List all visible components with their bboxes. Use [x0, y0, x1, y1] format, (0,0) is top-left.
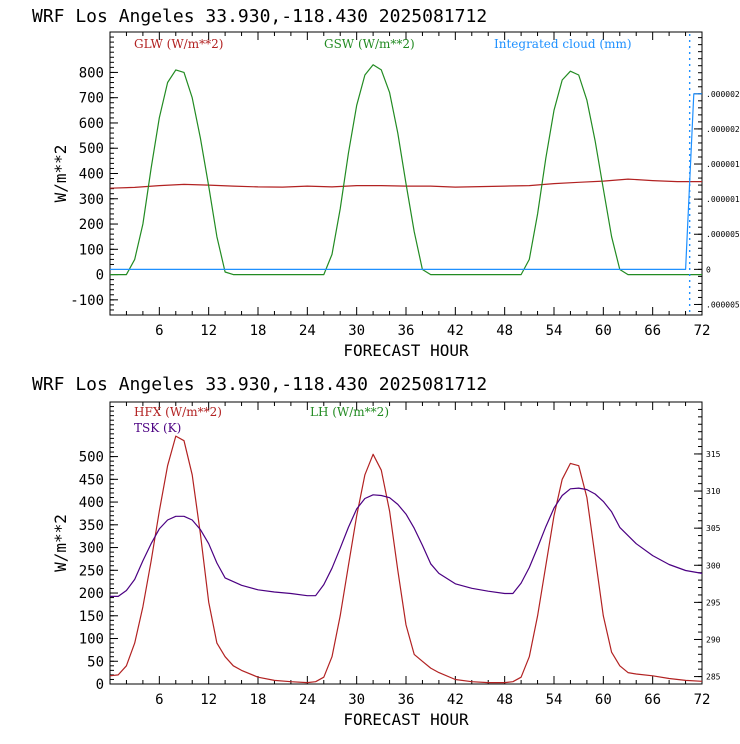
- panel1-y-tick-label: 700: [79, 91, 104, 107]
- panel2-chart-title: WRF Los Angeles 33.930,-118.430 20250817…: [32, 374, 487, 395]
- panel1-y2-tick-label: .000005: [706, 300, 740, 309]
- panel2-y-tick-label: 350: [79, 518, 104, 534]
- panel1-y-tick-label: 400: [79, 167, 104, 183]
- panel1-legend-entry: GSW (W/m**2): [324, 37, 415, 51]
- panel2-x-tick-label: 72: [694, 692, 711, 708]
- panel1-plot-frame: [109, 31, 703, 316]
- panel1-x-tick-label: 54: [546, 323, 563, 339]
- panel1-y-axis-label: W/m**2: [51, 145, 70, 203]
- panel2-legend-entry: HFX (W/m**2): [134, 405, 222, 419]
- panel2-x-tick-label: 6: [155, 692, 163, 708]
- panel2-y2-tick-label: 305: [706, 524, 721, 533]
- panel2-x-tick-label: 36: [398, 692, 415, 708]
- panel1-y-tick-label: 300: [79, 192, 104, 208]
- panel2-series-line-hfx: [109, 435, 703, 684]
- panel1-x-tick-label: 72: [694, 323, 711, 339]
- panel1-y-tick-label: 200: [79, 217, 104, 233]
- panel1-x-tick-label: 42: [447, 323, 464, 339]
- panel2-series-line-tsk: [110, 487, 703, 598]
- panel1-legend-entry: GLW (W/m**2): [134, 37, 223, 51]
- panel1-legend-entry: Integrated cloud (mm): [494, 37, 632, 51]
- panel1-y-tick-label: 600: [79, 116, 104, 132]
- panel2-x-axis-label: FORECAST HOUR: [343, 710, 469, 729]
- panel1-series-line-gsw: [110, 64, 702, 276]
- panel2-y-tick-label: 400: [79, 495, 104, 511]
- panel1-x-tick-label: 36: [398, 323, 415, 339]
- panel1-x-tick-label: 48: [496, 323, 513, 339]
- panel2-x-tick-label: 12: [200, 692, 217, 708]
- panel2-y-tick-label: 50: [87, 654, 104, 670]
- panel1-chart-title: WRF Los Angeles 33.930,-118.430 20250817…: [32, 6, 487, 27]
- panel1-y2-tick-label: .0000025: [706, 90, 740, 99]
- panel2-x-tick-label: 66: [644, 692, 661, 708]
- panel1-x-tick-label: 60: [595, 323, 612, 339]
- panel2-x-tick-label: 60: [595, 692, 612, 708]
- panel2-y-tick-label: 0: [96, 677, 104, 693]
- panel2-x-tick-label: 48: [496, 692, 513, 708]
- panel1-y2-tick-label: .000005: [706, 230, 740, 239]
- panel2-y-tick-label: 150: [79, 609, 104, 625]
- panel2-y-tick-label: 200: [79, 586, 104, 602]
- panel2-y2-tick-label: 310: [706, 487, 721, 496]
- panel1-y-tick-label: 800: [79, 65, 104, 81]
- panel1-y-tick-label: 0: [96, 268, 104, 284]
- panel1-x-axis-label: FORECAST HOUR: [343, 341, 469, 360]
- panel2-x-tick-label: 54: [546, 692, 563, 708]
- panel1-y2-tick-label: 0: [706, 265, 711, 274]
- panel1-y2-tick-label: .0000010: [706, 195, 740, 204]
- panel2-y2-tick-label: 300: [706, 561, 721, 570]
- panel2-plot-frame: [109, 401, 703, 685]
- panel1-x-tick-label: 18: [250, 323, 267, 339]
- panel1-y-tick-label: -100: [70, 293, 104, 309]
- panel1-x-tick-label: 12: [200, 323, 217, 339]
- panel1-x-tick-label: 24: [299, 323, 316, 339]
- panel2-legend-entry: TSK (K): [134, 421, 181, 435]
- panel1-y2-tick-label: .0000015: [706, 160, 740, 169]
- panel1-y-tick-label: 100: [79, 242, 104, 258]
- panel2-y2-tick-label: 295: [706, 598, 721, 607]
- panel2-y-axis-label: W/m**2: [51, 514, 70, 572]
- panel2-x-tick-label: 18: [250, 692, 267, 708]
- panel2-y-tick-label: 300: [79, 541, 104, 557]
- panel2-y2-tick-label: 290: [706, 635, 721, 644]
- panel1-y-tick-label: 500: [79, 141, 104, 157]
- panel2-y-tick-label: 250: [79, 563, 104, 579]
- panel2-y-tick-label: 100: [79, 632, 104, 648]
- panel2-x-tick-label: 24: [299, 692, 316, 708]
- panel2-legend-entry: LH (W/m**2): [310, 405, 389, 419]
- panel1-x-tick-label: 66: [644, 323, 661, 339]
- panel2-y2-tick-label: 315: [706, 450, 721, 459]
- panel2-y-tick-label: 500: [79, 450, 104, 466]
- panel2-y-tick-label: 450: [79, 472, 104, 488]
- panel1-x-tick-label: 30: [348, 323, 365, 339]
- panel1-series-line-integrated: [110, 93, 702, 270]
- panel2-x-tick-label: 42: [447, 692, 464, 708]
- panel1-x-tick-label: 6: [155, 323, 163, 339]
- panel2-x-tick-label: 30: [348, 692, 365, 708]
- panel2-y2-tick-label: 285: [706, 673, 721, 682]
- panel1-y2-tick-label: .0000020: [706, 125, 740, 134]
